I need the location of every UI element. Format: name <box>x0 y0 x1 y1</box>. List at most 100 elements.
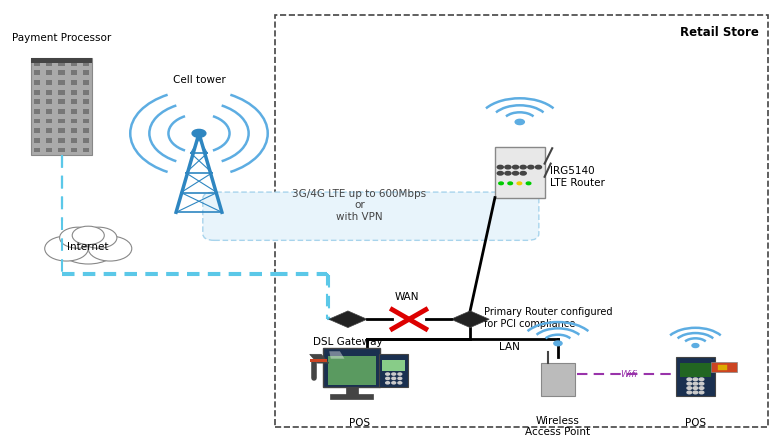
Circle shape <box>515 119 524 125</box>
Bar <box>71 128 77 133</box>
Bar <box>83 99 89 104</box>
Bar <box>58 119 64 123</box>
Bar <box>71 80 77 85</box>
Bar <box>34 80 40 85</box>
Text: 3G/4G LTE up to 600Mbps
or
with VPN: 3G/4G LTE up to 600Mbps or with VPN <box>292 189 427 222</box>
FancyBboxPatch shape <box>382 360 405 371</box>
Bar <box>71 71 77 75</box>
Polygon shape <box>329 311 367 328</box>
FancyBboxPatch shape <box>379 354 408 387</box>
Circle shape <box>497 171 503 175</box>
Text: Primary Router configured
for PCI compliance: Primary Router configured for PCI compli… <box>484 307 612 329</box>
Circle shape <box>693 391 698 394</box>
Text: Wifi: Wifi <box>621 370 637 380</box>
Circle shape <box>505 171 511 175</box>
Circle shape <box>687 378 692 381</box>
Circle shape <box>398 373 402 375</box>
FancyBboxPatch shape <box>31 58 92 63</box>
Bar <box>34 61 40 66</box>
Bar <box>34 138 40 143</box>
Bar <box>83 61 89 66</box>
Bar <box>83 147 89 152</box>
Circle shape <box>687 387 692 389</box>
Bar <box>34 147 40 152</box>
Bar <box>47 99 52 104</box>
Bar <box>71 119 77 123</box>
Circle shape <box>693 387 698 389</box>
Bar <box>83 138 89 143</box>
Circle shape <box>45 236 89 261</box>
Circle shape <box>392 382 395 384</box>
FancyBboxPatch shape <box>330 394 373 400</box>
Circle shape <box>505 165 511 169</box>
FancyBboxPatch shape <box>311 359 327 362</box>
Circle shape <box>513 165 518 169</box>
Bar <box>58 147 64 152</box>
Circle shape <box>89 236 132 261</box>
Bar <box>83 71 89 75</box>
FancyBboxPatch shape <box>328 356 376 385</box>
Text: DSL Gateway: DSL Gateway <box>313 337 383 347</box>
Bar <box>58 90 64 95</box>
Circle shape <box>80 227 117 248</box>
Bar <box>47 119 52 123</box>
Circle shape <box>497 165 503 169</box>
Circle shape <box>72 226 104 245</box>
Circle shape <box>699 382 704 385</box>
Bar <box>58 80 64 85</box>
Bar <box>47 90 52 95</box>
Bar <box>47 138 52 143</box>
FancyBboxPatch shape <box>676 357 715 396</box>
Bar <box>34 90 40 95</box>
Bar <box>71 109 77 114</box>
Circle shape <box>693 382 698 385</box>
Circle shape <box>687 391 692 394</box>
Bar <box>58 71 64 75</box>
Bar <box>34 109 40 114</box>
Circle shape <box>693 378 698 381</box>
Text: WAN: WAN <box>395 292 419 302</box>
Text: Retail Store: Retail Store <box>680 25 759 39</box>
Bar <box>71 138 77 143</box>
FancyBboxPatch shape <box>680 363 711 377</box>
Circle shape <box>392 373 395 375</box>
FancyBboxPatch shape <box>541 363 575 396</box>
FancyBboxPatch shape <box>495 147 545 198</box>
Bar <box>47 80 52 85</box>
Text: Internet: Internet <box>68 242 109 252</box>
Bar <box>58 138 64 143</box>
Circle shape <box>699 378 704 381</box>
Circle shape <box>499 182 503 185</box>
Text: IRG5140
LTE Router: IRG5140 LTE Router <box>550 166 605 187</box>
Text: LAN: LAN <box>499 342 520 353</box>
Circle shape <box>699 391 704 394</box>
Circle shape <box>398 377 402 380</box>
Circle shape <box>513 171 518 175</box>
FancyBboxPatch shape <box>323 348 381 387</box>
Bar <box>58 61 64 66</box>
FancyBboxPatch shape <box>346 387 358 395</box>
Circle shape <box>554 341 562 346</box>
Polygon shape <box>310 354 329 363</box>
Bar <box>58 109 64 114</box>
Bar <box>83 119 89 123</box>
Circle shape <box>520 165 526 169</box>
Polygon shape <box>451 311 490 328</box>
Bar <box>83 109 89 114</box>
Circle shape <box>699 387 704 389</box>
FancyBboxPatch shape <box>718 365 727 370</box>
Bar <box>58 99 64 104</box>
Circle shape <box>520 171 526 175</box>
FancyBboxPatch shape <box>711 362 737 372</box>
Circle shape <box>535 165 542 169</box>
Bar <box>71 61 77 66</box>
Polygon shape <box>329 351 344 359</box>
Bar <box>47 128 52 133</box>
Bar <box>83 90 89 95</box>
Text: POS: POS <box>349 417 370 428</box>
Circle shape <box>385 377 389 380</box>
Bar <box>47 71 52 75</box>
Bar <box>71 147 77 152</box>
Circle shape <box>392 377 395 380</box>
Bar <box>47 109 52 114</box>
